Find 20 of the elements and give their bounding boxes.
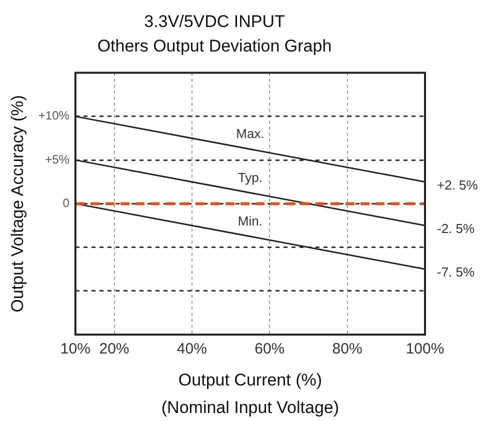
y-tick-label: +5% <box>45 152 70 166</box>
data-label: +2. 5% <box>437 177 478 192</box>
x-tick-label: 40% <box>176 340 207 358</box>
y-axis-title: Output Voltage Accuracy (%) <box>8 95 27 312</box>
data-label: -2. 5% <box>437 221 476 236</box>
x-tick-label: 80% <box>332 340 362 358</box>
series-label: Min. <box>238 214 262 229</box>
x-tick-label: 10% <box>60 340 90 358</box>
data-label: -7. 5% <box>437 264 476 280</box>
text: (Nominal Input Voltage) <box>161 398 340 418</box>
y-tick-label: +10% <box>38 108 70 123</box>
x-tick-label: 100% <box>406 340 444 358</box>
x-axis-title: Output Current (%) <box>178 370 322 390</box>
x-tick-label: 60% <box>254 340 285 358</box>
chart-subtitle: Others Output Deviation Graph <box>97 36 332 56</box>
series-label: Max. <box>236 126 264 142</box>
x-tick-label: 20% <box>99 340 130 358</box>
chart-title: 3.3V/5VDC INPUT <box>144 12 285 31</box>
series-label: Typ. <box>238 170 262 185</box>
y-tick-label: 0 <box>62 196 70 210</box>
